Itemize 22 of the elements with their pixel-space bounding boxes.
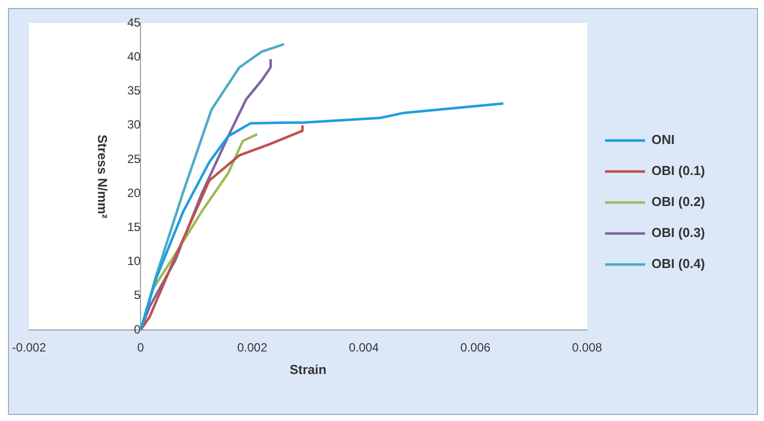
legend-label: OBI (0.3) xyxy=(652,225,706,240)
y-tick-label: 10 xyxy=(127,254,141,268)
legend-label: OBI (0.2) xyxy=(652,194,706,210)
y-tick-label: 45 xyxy=(127,15,141,30)
y-tick-label: 5 xyxy=(134,288,141,302)
x-axis-title: Strain xyxy=(290,362,327,377)
legend-label: OBI (0.4) xyxy=(652,256,706,272)
x-tick-label: 0.004 xyxy=(348,340,380,355)
x-tick-label: 0.008 xyxy=(572,340,602,355)
x-tick-label: 0.006 xyxy=(460,340,491,355)
y-tick-label: 25 xyxy=(127,152,141,166)
y-tick-label: 30 xyxy=(127,118,141,132)
y-tick-label: 40 xyxy=(127,49,141,64)
y-tick-label: 35 xyxy=(127,84,141,98)
x-tick-label: -0.002 xyxy=(12,340,46,355)
y-tick-label: 20 xyxy=(127,186,141,200)
y-tick-label: 0 xyxy=(134,322,141,336)
legend-label: OBI (0.1) xyxy=(652,163,706,178)
legend-label: ONI xyxy=(652,132,675,148)
x-tick-label: 0.002 xyxy=(237,340,268,355)
y-tick-label: 15 xyxy=(127,220,141,234)
y-axis-title: Stress N/mm² xyxy=(94,134,110,220)
